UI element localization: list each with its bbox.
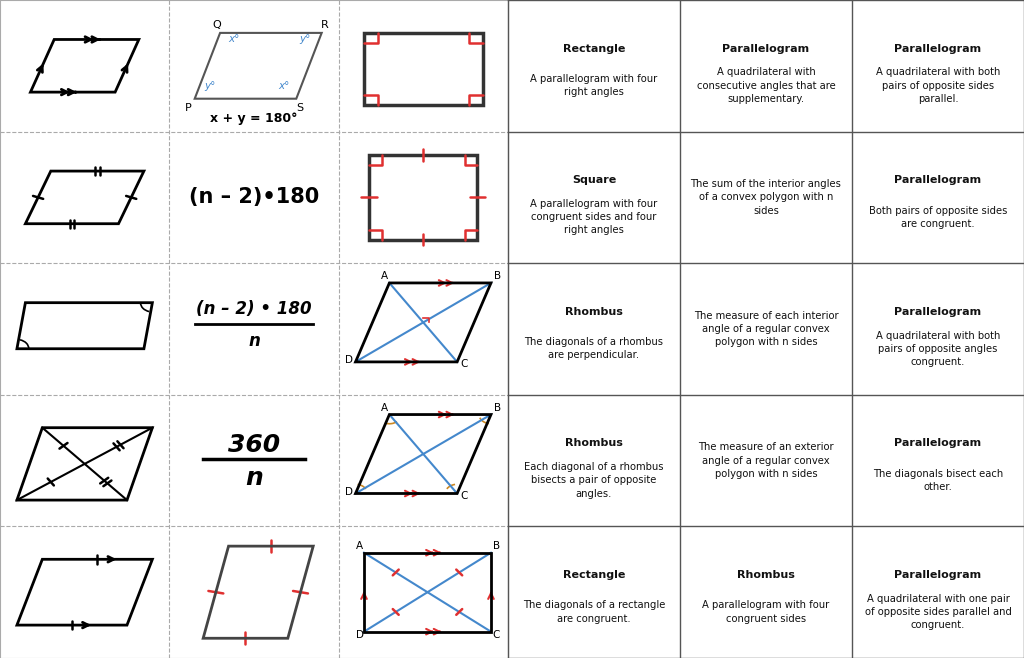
Text: A: A: [381, 403, 388, 413]
Text: S: S: [296, 103, 303, 113]
Text: A: A: [381, 271, 388, 281]
Text: B: B: [493, 541, 500, 551]
Text: C: C: [461, 491, 468, 501]
Text: Parallelogram: Parallelogram: [894, 43, 982, 54]
Text: Rhombus: Rhombus: [565, 307, 623, 317]
Text: A parallelogram with four
right angles: A parallelogram with four right angles: [530, 74, 657, 97]
Text: R: R: [322, 20, 329, 30]
Text: n: n: [245, 466, 263, 490]
Text: C: C: [461, 359, 468, 369]
Text: Rectangle: Rectangle: [563, 570, 625, 580]
Text: The sum of the interior angles
of a convex polygon with n
sides: The sum of the interior angles of a conv…: [690, 179, 842, 216]
Text: A parallelogram with four
congruent sides: A parallelogram with four congruent side…: [702, 600, 829, 624]
Text: Q: Q: [212, 20, 221, 30]
Text: Parallelogram: Parallelogram: [894, 438, 982, 449]
Text: C: C: [493, 630, 500, 640]
Text: B: B: [495, 271, 502, 281]
Text: The measure of an exterior
angle of a regular convex
polygon with n sides: The measure of an exterior angle of a re…: [698, 442, 834, 479]
Text: A: A: [355, 541, 362, 551]
Text: Parallelogram: Parallelogram: [722, 43, 810, 54]
Text: n: n: [248, 332, 260, 350]
Text: x°: x°: [228, 34, 240, 44]
Text: The diagonals of a rhombus
are perpendicular.: The diagonals of a rhombus are perpendic…: [524, 337, 664, 361]
Text: Parallelogram: Parallelogram: [894, 175, 982, 186]
Text: A quadrilateral with both
pairs of opposite angles
congruent.: A quadrilateral with both pairs of oppos…: [876, 330, 1000, 367]
Text: x°: x°: [279, 82, 290, 91]
Text: The diagonals of a rectangle
are congruent.: The diagonals of a rectangle are congrue…: [522, 600, 666, 624]
Text: B: B: [495, 403, 502, 413]
Text: A quadrilateral with
consecutive angles that are
supplementary.: A quadrilateral with consecutive angles …: [696, 67, 836, 104]
Text: (n – 2)•180: (n – 2)•180: [188, 188, 319, 207]
Text: Square: Square: [571, 175, 616, 186]
Text: P: P: [184, 103, 191, 113]
Text: Both pairs of opposite sides
are congruent.: Both pairs of opposite sides are congrue…: [868, 205, 1008, 229]
Text: Each diagonal of a rhombus
bisects a pair of opposite
angles.: Each diagonal of a rhombus bisects a pai…: [524, 462, 664, 499]
Text: Parallelogram: Parallelogram: [894, 570, 982, 580]
Text: D: D: [345, 487, 353, 497]
Text: y°: y°: [299, 34, 310, 44]
Text: Rhombus: Rhombus: [737, 570, 795, 580]
Text: 360: 360: [228, 433, 280, 457]
Text: D: D: [345, 355, 353, 365]
Bar: [364, 33, 482, 105]
Text: A quadrilateral with one pair
of opposite sides parallel and
congruent.: A quadrilateral with one pair of opposit…: [864, 594, 1012, 630]
Text: Parallelogram: Parallelogram: [894, 307, 982, 317]
Text: (n – 2) • 180: (n – 2) • 180: [197, 300, 311, 318]
Text: D: D: [355, 630, 364, 640]
Text: A parallelogram with four
congruent sides and four
right angles: A parallelogram with four congruent side…: [530, 199, 657, 236]
Text: A quadrilateral with both
pairs of opposite sides
parallel.: A quadrilateral with both pairs of oppos…: [876, 67, 1000, 104]
Text: Rectangle: Rectangle: [563, 43, 625, 54]
Text: The measure of each interior
angle of a regular convex
polygon with n sides: The measure of each interior angle of a …: [693, 311, 839, 347]
Text: y°: y°: [204, 82, 216, 91]
Text: The diagonals bisect each
other.: The diagonals bisect each other.: [872, 468, 1004, 492]
Text: x + y = 180°: x + y = 180°: [210, 112, 298, 125]
Text: Rhombus: Rhombus: [565, 438, 623, 449]
Bar: [369, 155, 477, 240]
